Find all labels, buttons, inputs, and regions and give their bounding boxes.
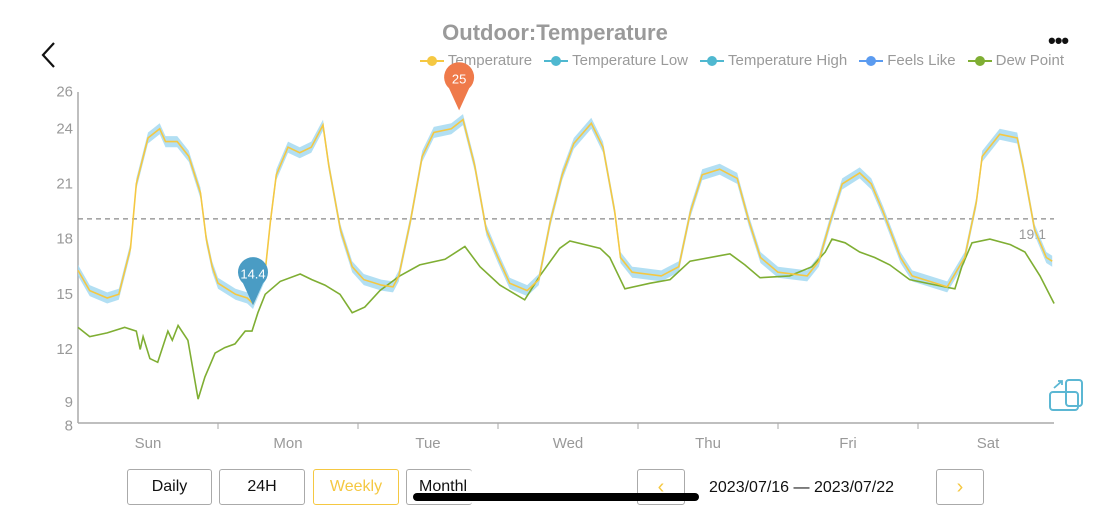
home-indicator (413, 493, 699, 501)
temperature-high-low-band (78, 114, 1053, 309)
chevron-left-icon[interactable] (38, 40, 62, 70)
x-tick-label: Tue (415, 435, 440, 452)
x-tick-label: Sat (977, 435, 1000, 452)
legend-label: Temperature High (728, 52, 848, 69)
date-range: 2023/07/16 — 2023/07/22 (709, 479, 895, 496)
legend-item[interactable]: Temperature Low (544, 53, 688, 69)
x-tick-label: Mon (273, 435, 302, 452)
more-options-button[interactable]: ••• (1048, 28, 1069, 53)
legend-label: Temperature Low (572, 52, 689, 69)
legend-item[interactable]: Temperature (419, 52, 533, 69)
chart-title: Outdoor:Temperature (442, 20, 668, 45)
max-marker-pin (444, 62, 475, 111)
series-line-dew-point (77, 238, 1055, 400)
legend-swatch-icon (544, 54, 569, 68)
chart-legend: Temperature Temperature Low Temperature Hi… (419, 52, 1064, 69)
legend-swatch-icon (967, 54, 992, 68)
y-tick-label: 18 (56, 231, 73, 248)
legend-item[interactable]: Feels Like (859, 52, 956, 69)
tab-weekly[interactable]: Weekly (313, 469, 399, 505)
x-tick-label: Fri (839, 435, 857, 452)
legend-swatch-icon (419, 54, 444, 68)
legend-swatch-icon (859, 54, 884, 68)
min-marker-pin (238, 257, 268, 306)
y-tick-label: 9 (65, 394, 73, 411)
screen-rotate-icon[interactable] (1048, 378, 1086, 414)
average-label: 19.1 (1019, 226, 1046, 242)
y-tick-label: 12 (56, 341, 73, 358)
y-tick-label: 24 (56, 120, 73, 137)
legend-item[interactable]: Temperature High (700, 53, 847, 69)
temperature-chart: 26 24 21 18 15 12 9 8 Sun Mon Tue Wed Thu Fri Sat 19.1 2… (56, 62, 1055, 452)
y-tick-label: 8 (65, 418, 73, 435)
x-tick-label: Thu (695, 435, 721, 452)
max-marker-label: 25 (452, 71, 466, 86)
x-tick-label: Sun (135, 435, 162, 452)
legend-label: Dew Point (995, 52, 1064, 69)
series-line-temperature (77, 118, 1053, 305)
legend-swatch-icon (700, 54, 725, 68)
next-week-button[interactable]: › (936, 469, 984, 505)
y-tick-label: 21 (56, 175, 73, 192)
min-marker-label: 14.4 (240, 266, 265, 281)
y-tick-label: 26 (56, 84, 73, 101)
legend-label: Feels Like (887, 52, 956, 69)
legend-item[interactable]: Dew Point (967, 52, 1064, 69)
legend-label: Temperature (447, 52, 533, 69)
tab-24h[interactable]: 24H (219, 469, 305, 505)
y-tick-label: 15 (56, 286, 73, 303)
x-tick-label: Wed (553, 435, 584, 452)
tab-daily[interactable]: Daily (127, 469, 212, 505)
